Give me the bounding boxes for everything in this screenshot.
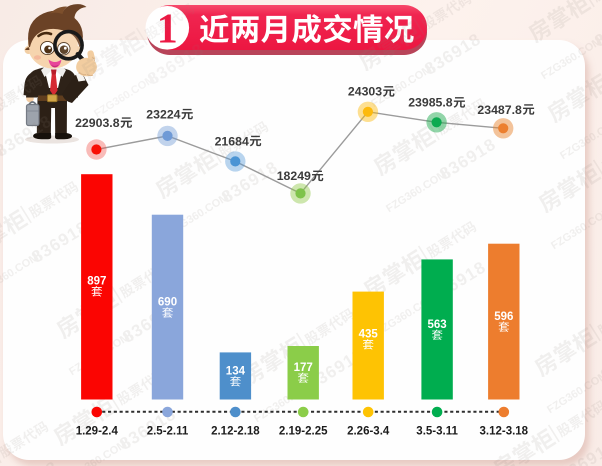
svg-text:FZG360.COM|: FZG360.COM| [558,114,602,162]
svg-text:23487.8: 23487.8 [477,103,522,117]
svg-text:21684: 21684 [215,134,249,148]
svg-text:836918: 836918 [436,134,499,183]
svg-text:FZG360.COM|: FZG360.COM| [545,368,602,416]
svg-text:2.12-2.18: 2.12-2.18 [211,426,260,438]
svg-text:435: 435 [359,328,379,340]
svg-text:FZG360.COM|: FZG360.COM| [539,34,602,82]
svg-text:177: 177 [294,362,313,374]
svg-text:897: 897 [87,275,106,287]
svg-text:3.5-3.11: 3.5-3.11 [416,426,458,438]
svg-text:836918: 836918 [421,29,484,78]
svg-text:1.29-2.4: 1.29-2.4 [76,426,119,438]
svg-text:2.19-2.25: 2.19-2.25 [279,426,328,438]
svg-text:690: 690 [158,297,177,309]
svg-text:FZG360.COM|: FZG360.COM| [549,204,602,252]
svg-text:134: 134 [226,365,246,377]
svg-text:596: 596 [494,311,513,323]
svg-text:836918: 836918 [0,457,62,466]
svg-text:3.12-3.18: 3.12-3.18 [479,426,528,438]
svg-text:2.26-3.4: 2.26-3.4 [347,426,390,438]
svg-text:836918: 836918 [556,436,602,466]
svg-text:24303: 24303 [348,85,382,99]
svg-text:18249: 18249 [277,169,311,183]
svg-text:23224: 23224 [146,107,180,121]
svg-text:22903.8: 22903.8 [75,116,120,130]
svg-text:1: 1 [157,6,178,52]
svg-text:23985.8: 23985.8 [408,96,453,110]
svg-text:563: 563 [428,319,447,331]
svg-text:2.5-2.11: 2.5-2.11 [147,426,189,438]
